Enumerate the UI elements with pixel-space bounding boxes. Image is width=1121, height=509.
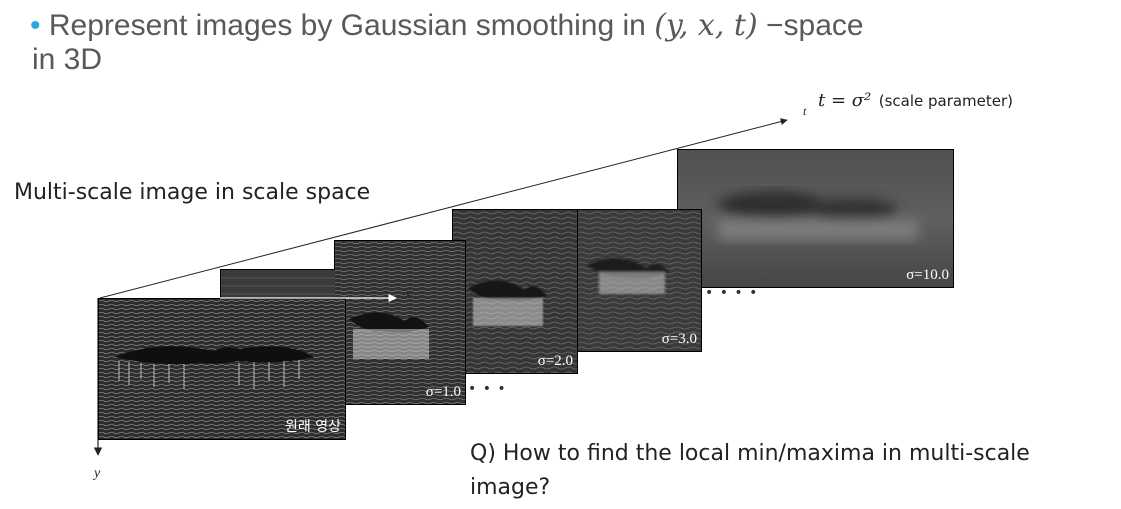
t-note: (scale parameter): [878, 92, 1014, 110]
question-line1: Q) How to find the local min/maxima in m…: [470, 441, 1030, 466]
original-image-label: 원래 영상: [285, 419, 341, 435]
multiscale-label: Multi-scale image in scale space: [14, 180, 371, 205]
sigma-label-3: σ=3.0: [661, 331, 697, 347]
y-axis-label: y: [94, 466, 101, 481]
sigma-label-10: σ=10.0: [906, 267, 949, 283]
bullet-math: (y, x, t): [654, 8, 758, 43]
frame-sigma-2: σ=2.0: [452, 209, 578, 374]
frame-depth-strip: [220, 269, 335, 299]
frame-sigma-1: σ=1.0: [334, 240, 466, 405]
bullet-text-start: Represent images by Gaussian smoothing i…: [48, 9, 655, 42]
sigma-label-2: σ=2.0: [537, 353, 573, 369]
t-axis-caption: t = σ² (scale parameter): [818, 90, 1013, 111]
t-axis-letter: t: [803, 104, 807, 118]
ellipsis-dots-1: • • •: [468, 381, 507, 397]
question-line2: image?: [470, 475, 551, 500]
frame-sigma-10: σ=10.0: [677, 149, 954, 288]
bullet-text-end: −space: [757, 9, 864, 42]
frame-original: 원래 영상: [98, 298, 346, 440]
question-text: Q) How to find the local min/maxima in m…: [470, 437, 1030, 505]
t-axis-line: [99, 118, 788, 299]
x-axis-label: x: [405, 287, 412, 302]
frame-sigma-3: σ=3.0: [576, 209, 702, 352]
bullet-text: • Represent images by Gaussian smoothing…: [30, 9, 864, 43]
ellipsis-dots-2: • • • •: [705, 285, 759, 301]
t-formula: t = σ²: [818, 90, 872, 111]
bullet-text-line2: in 3D: [32, 43, 103, 76]
sigma-label-1: σ=1.0: [425, 384, 461, 400]
bullet-dot: •: [30, 9, 41, 42]
